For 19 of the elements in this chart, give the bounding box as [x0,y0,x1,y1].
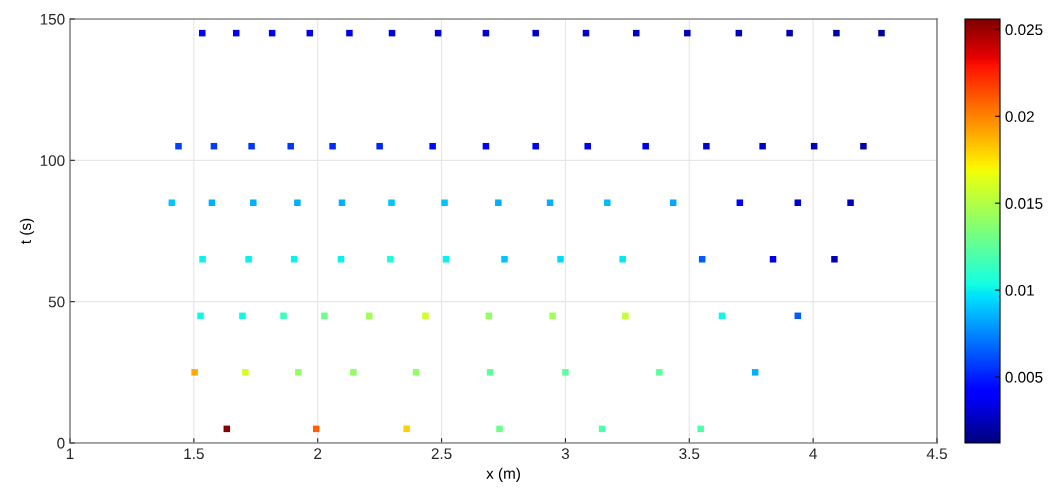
x-axis-title: x (m) [486,467,520,482]
x-tick-label: 4.5 [926,448,947,460]
color-bar-label: 0.005 [1005,371,1043,383]
x-tick-label: 2.5 [431,448,452,460]
x-tick-label: 3 [561,448,570,460]
y-tick-label: 150 [40,13,65,25]
color-bar-label: 0.025 [1005,24,1043,36]
x-tick-label: 4 [809,448,817,459]
x-tick-label: 1 [66,448,74,459]
color-bar-label: 0.015 [1005,198,1043,209]
y-axis-title: t (s) [19,218,35,244]
y-tick-label: 100 [40,155,65,167]
x-tick-label: 1.5 [184,448,204,460]
color-bar-label: 0.01 [1005,284,1034,296]
x-tick-label: 3.5 [679,448,700,460]
color-bar-label: 0.02 [1005,111,1034,122]
x-tick-label: 2 [314,448,322,459]
y-tick-label: 0 [57,437,65,449]
y-tick-label: 50 [48,296,65,308]
